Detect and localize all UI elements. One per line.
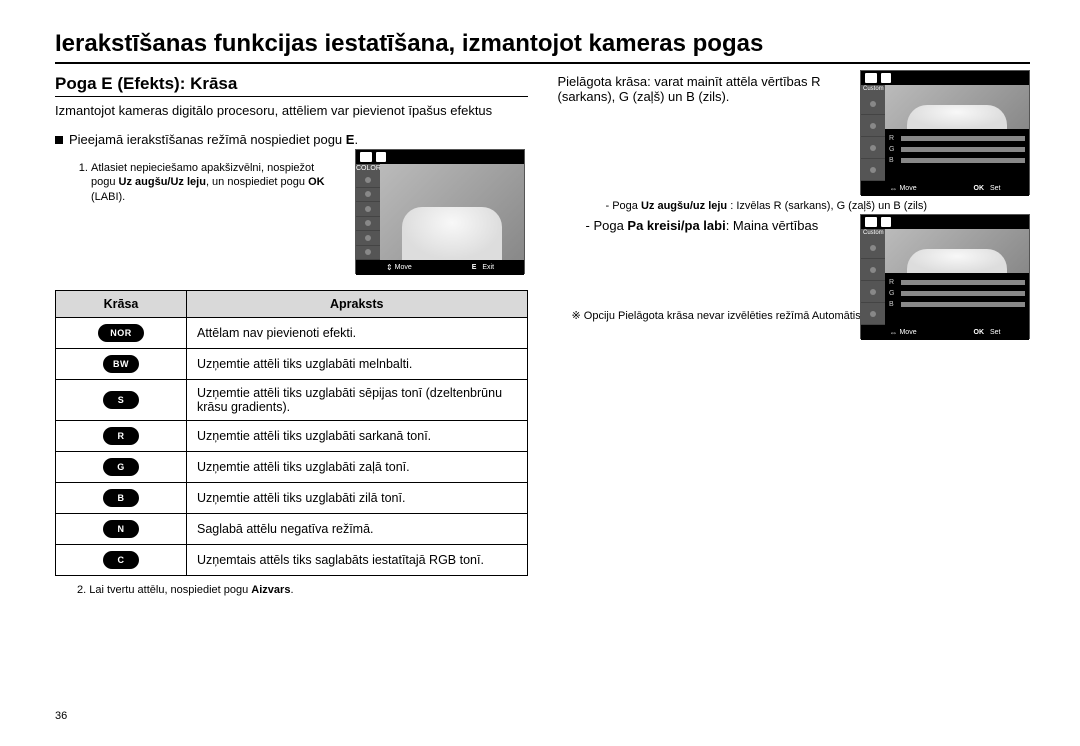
color-pill-icon: C [103,551,139,569]
status-icon [881,217,891,227]
color-icon-cell: G [56,451,187,482]
side-dot-icon [870,289,876,295]
sub-instruction-1: - Poga Uz augšu/uz leju : Izvēlas R (sar… [558,200,1031,212]
title-rule [55,62,1030,64]
status-icon [881,73,891,83]
table-row: N Saglabā attēlu negatīva režīmā. [56,513,528,544]
custom-color-label: Custom Color [861,85,885,93]
color-pill-icon: S [103,391,139,409]
leftright-icon: ⇔ [889,184,897,193]
status-icon [376,152,386,162]
color-desc-cell: Uzņemtie attēli tiks uzglabāti zilā tonī… [187,482,528,513]
color-icon-cell: C [56,544,187,575]
mode-icon [360,152,372,162]
color-pill-icon: B [103,489,139,507]
table-row: C Uzņemtais attēls tiks saglabāts iestatī… [56,544,528,575]
color-desc-cell: Saglabā attēlu negatīva režīmā. [187,513,528,544]
color-desc-cell: Uzņemtie attēli tiks uzglabāti melnbalti… [187,348,528,379]
table-row: S Uzņemtie attēli tiks uzglabāti sēpijas … [56,379,528,420]
color-pill-icon: G [103,458,139,476]
color-pill-icon: R [103,427,139,445]
color-pill-icon: BW [103,355,139,373]
th-color: Krāsa [56,290,187,317]
side-dot-icon [870,267,876,273]
color-label: COLOR [356,164,380,173]
lcd-side-icons: COLOR [356,164,380,260]
side-dot-icon [870,167,876,173]
side-dot-icon [365,249,371,255]
table-row: NOR Attēlam nav pievienoti efekti. [56,317,528,348]
side-dot-icon [870,123,876,129]
custom-color-label: Custom Color [861,229,885,237]
color-icon-cell: NOR [56,317,187,348]
lcd-preview-image [885,85,1029,129]
color-icon-cell: S [56,379,187,420]
section-heading: Poga E (Efekts): Krāsa [55,74,528,94]
instruction-2: 2. Lai tvertu attēlu, nospiediet pogu Ai… [55,584,528,596]
side-dot-icon [365,220,371,226]
table-row: R Uzņemtie attēli tiks uzglabāti sarkanā … [56,420,528,451]
square-bullet-icon [55,136,63,144]
lcd-side-icons: Custom Color [861,85,885,181]
table-row: G Uzņemtie attēli tiks uzglabāti zaļā ton… [56,451,528,482]
table-row: B Uzņemtie attēli tiks uzglabāti zilā ton… [56,482,528,513]
page-number: 36 [55,710,67,722]
mode-icon [865,73,877,83]
side-dot-icon [870,311,876,317]
section-rule [55,96,528,97]
side-dot-icon [365,177,371,183]
side-dot-icon [870,245,876,251]
bullet-2: Pielāgota krāsa: varat mainīt attēla vēr… [558,74,858,104]
lcd-preview-image [885,229,1029,273]
color-desc-cell: Uzņemtie attēli tiks uzglabāti sēpijas t… [187,379,528,420]
color-desc-cell: Uzņemtie attēli tiks uzglabāti zaļā tonī… [187,451,528,482]
lcd-bottombar: ⇕Move E Exit [356,260,524,275]
lcd-side-icons: Custom Color [861,229,885,325]
color-desc-cell: Uzņemtais attēls tiks saglabāts iestatīt… [187,544,528,575]
side-dot-icon [365,235,371,241]
color-desc-cell: Uzņemtie attēli tiks uzglabāti sarkanā t… [187,420,528,451]
bullet-1: Pieejamā ierakstīšanas režīmā nospiediet… [55,132,528,147]
figure-wrap-1: COLOR ⇕Move E Exit [55,161,528,204]
lcd-preview-image [380,164,524,260]
color-icon-cell: BW [56,348,187,379]
lcd-screenshot-3: Custom Color R G B [860,214,1030,339]
page-title: Ierakstīšanas funkcijas iestatīšana, izm… [55,30,1030,58]
color-icon-cell: R [56,420,187,451]
color-desc-cell: Attēlam nav pievienoti efekti. [187,317,528,348]
instruction-1: Atlasiet nepieciešamo apakšizvēlni, nosp… [91,161,341,204]
color-table: Krāsa Apraksts NOR Attēlam nav pievienoti… [55,290,528,576]
color-pill-icon: NOR [98,324,144,342]
side-dot-icon [365,206,371,212]
color-icon-cell: B [56,482,187,513]
side-dot-icon [870,101,876,107]
updown-icon: ⇕ [386,263,393,272]
leftright-icon: ⇔ [889,328,897,337]
lcd-screenshot-2: Custom Color R G B [860,70,1030,195]
color-icon-cell: N [56,513,187,544]
mode-icon [865,217,877,227]
intro-text: Izmantojot kameras digitālo procesoru, a… [55,103,528,118]
th-desc: Apraksts [187,290,528,317]
side-dot-icon [365,191,371,197]
side-dot-icon [870,145,876,151]
lcd-topbar [356,150,524,164]
lcd-screenshot-1: COLOR ⇕Move E Exit [355,149,525,274]
table-row: BW Uzņemtie attēli tiks uzglabāti melnbal… [56,348,528,379]
color-pill-icon: N [103,520,139,538]
